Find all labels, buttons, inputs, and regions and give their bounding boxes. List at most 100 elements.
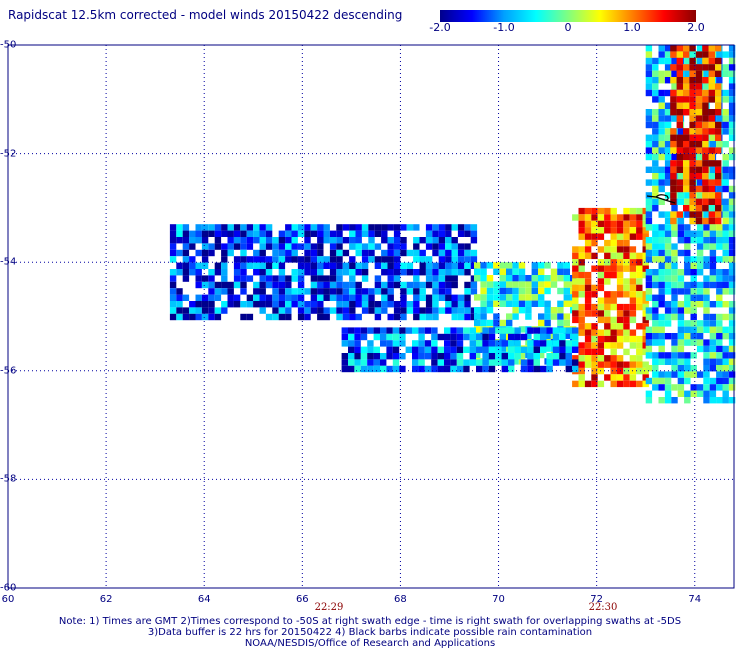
- notes-block: Note: 1) Times are GMT 2)Times correspon…: [0, 616, 740, 649]
- data-cell: [557, 319, 564, 327]
- data-cell: [636, 284, 643, 292]
- data-cell: [486, 319, 494, 327]
- data-cell: [291, 237, 298, 244]
- data-cell: [684, 70, 691, 77]
- data-cell: [412, 346, 419, 353]
- data-cell: [690, 390, 697, 397]
- data-cell: [664, 224, 672, 231]
- data-cell: [169, 281, 177, 289]
- data-cell: [488, 327, 496, 334]
- data-cell: [677, 249, 685, 257]
- data-cell: [578, 246, 585, 253]
- data-cell: [348, 359, 355, 366]
- data-cell: [676, 57, 683, 65]
- data-cell: [512, 268, 519, 275]
- data-cell: [670, 89, 677, 97]
- data-cell: [584, 227, 592, 234]
- data-cell: [722, 109, 729, 116]
- lon-label: 72: [590, 594, 604, 605]
- data-cell: [708, 217, 715, 225]
- data-cell: [709, 320, 717, 327]
- data-cell: [652, 173, 659, 180]
- data-cell: [195, 269, 202, 276]
- data-cell: [214, 224, 222, 231]
- data-cell: [438, 275, 446, 282]
- data-cell: [506, 287, 513, 295]
- data-cell: [499, 287, 506, 295]
- data-cell: [696, 237, 704, 244]
- data-cell: [722, 70, 729, 77]
- data-cell: [664, 237, 672, 244]
- data-cell: [488, 353, 496, 360]
- data-cell: [208, 294, 215, 301]
- data-cell: [329, 237, 337, 244]
- data-cell: [616, 265, 624, 272]
- data-cell: [201, 307, 209, 314]
- data-cell: [664, 320, 672, 327]
- data-cell: [658, 384, 665, 391]
- data-cell: [578, 310, 585, 317]
- data-cell: [695, 173, 703, 180]
- data-cell: [373, 353, 380, 360]
- data-cell: [652, 313, 659, 321]
- data-cell: [664, 371, 672, 378]
- data-cell: [552, 359, 560, 366]
- data-cell: [610, 252, 617, 260]
- data-cell: [508, 365, 515, 373]
- data-cell: [670, 217, 677, 225]
- data-cell: [482, 327, 489, 334]
- data-cell: [425, 256, 433, 263]
- data-cell: [474, 319, 481, 327]
- data-cell: [386, 333, 393, 341]
- data-cell: [728, 77, 736, 84]
- data-cell: [221, 275, 228, 282]
- data-cell: [658, 89, 665, 97]
- data-cell: [652, 115, 659, 122]
- data-cell: [450, 359, 457, 366]
- data-cell: [604, 252, 611, 260]
- data-cell: [722, 185, 729, 193]
- data-cell: [480, 307, 487, 314]
- data-cell: [645, 217, 653, 225]
- data-cell: [671, 262, 678, 269]
- data-cell: [623, 323, 630, 330]
- data-cell: [676, 153, 683, 161]
- data-cell: [450, 353, 457, 360]
- data-cell: [221, 249, 228, 257]
- data-cell: [444, 365, 451, 373]
- data-cell: [546, 340, 553, 347]
- data-cell: [480, 281, 487, 288]
- data-cell: [578, 291, 585, 298]
- data-cell: [221, 301, 228, 308]
- data-cell: [728, 70, 736, 77]
- data-cell: [445, 301, 452, 308]
- data-cell: [559, 353, 566, 360]
- data-cell: [354, 327, 361, 334]
- data-cell: [341, 333, 348, 341]
- data-cell: [689, 57, 696, 65]
- data-cell: [381, 224, 388, 231]
- data-cell: [304, 307, 311, 314]
- data-cell: [469, 353, 476, 360]
- data-cell: [670, 147, 677, 154]
- data-cell: [689, 89, 696, 97]
- data-cell: [540, 340, 547, 347]
- data-cell: [406, 269, 414, 276]
- data-cell: [189, 269, 196, 276]
- data-cell: [265, 313, 273, 321]
- data-cell: [652, 198, 659, 205]
- data-cell: [348, 346, 355, 353]
- data-cell: [393, 301, 401, 308]
- data-cell: [493, 262, 500, 269]
- data-cell: [520, 333, 528, 341]
- data-cell: [722, 301, 729, 308]
- data-cell: [690, 365, 697, 372]
- data-cell: [670, 185, 677, 193]
- data-cell: [578, 374, 585, 381]
- data-cell: [610, 239, 617, 247]
- data-cell: [493, 268, 500, 275]
- data-cell: [457, 301, 465, 308]
- data-cell: [355, 230, 362, 237]
- data-cell: [259, 275, 266, 282]
- data-cell: [728, 64, 736, 71]
